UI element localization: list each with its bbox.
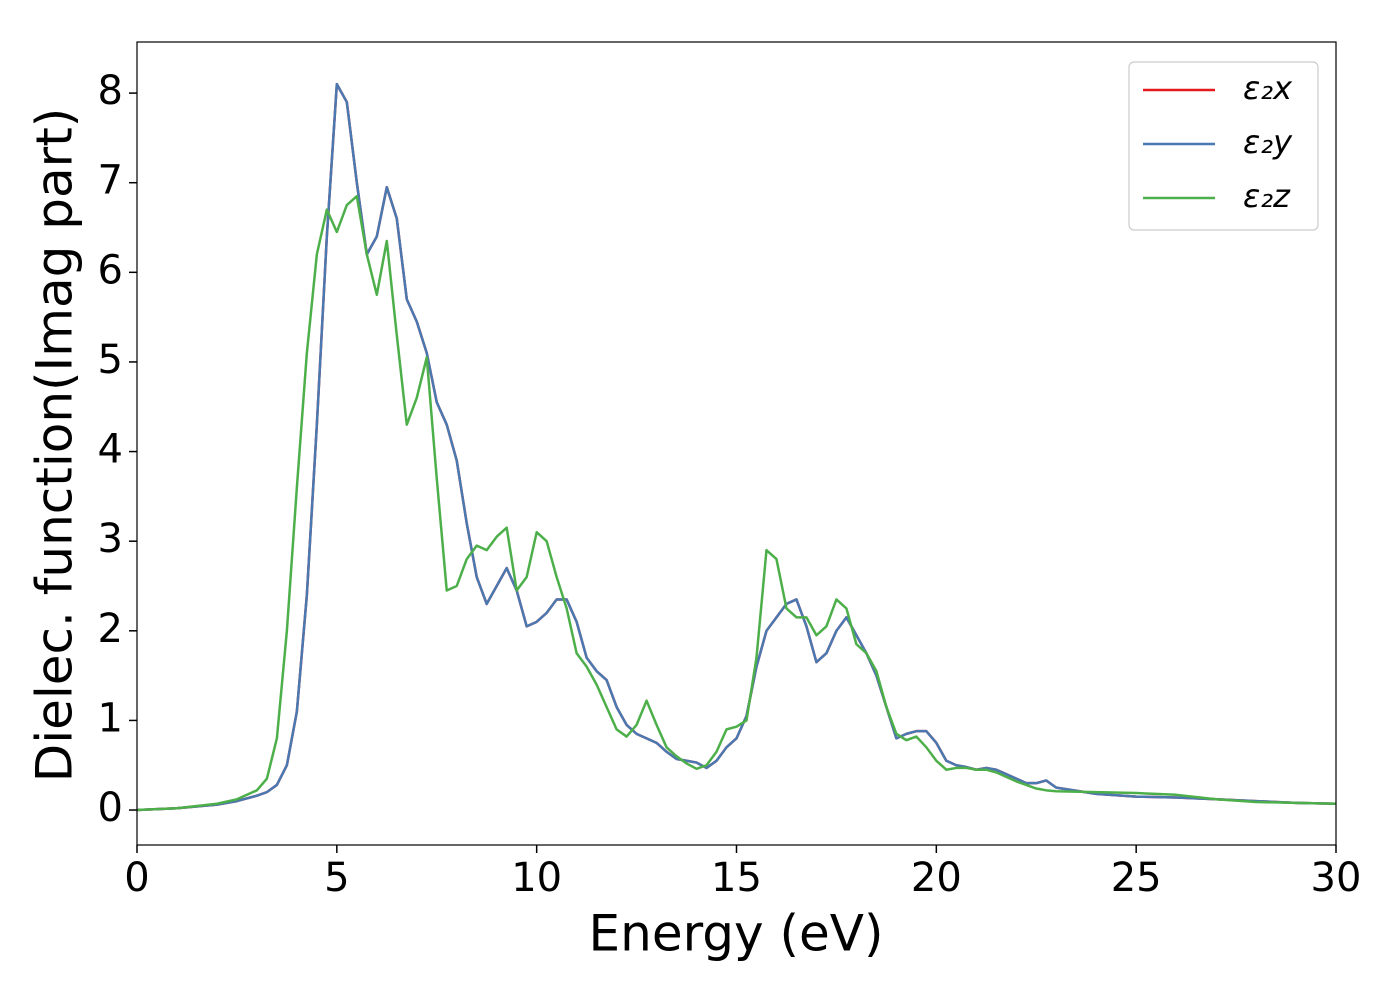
y-tick-label: 1 bbox=[98, 695, 123, 741]
y-tick-label: 8 bbox=[98, 68, 123, 114]
y-tick-label: 4 bbox=[98, 427, 123, 473]
series-line bbox=[137, 194, 1336, 812]
plot-frame bbox=[136, 41, 1337, 846]
x-tick-label: 20 bbox=[911, 855, 962, 901]
x-tick-label: 0 bbox=[124, 855, 149, 901]
legend-label: ε₂x bbox=[1243, 69, 1293, 107]
x-tick-label: 10 bbox=[511, 855, 562, 901]
x-tick-label: 15 bbox=[711, 855, 762, 901]
x-tick-label: 25 bbox=[1111, 855, 1162, 901]
y-tick-label: 7 bbox=[98, 158, 123, 204]
x-tick-label: 5 bbox=[324, 855, 349, 901]
x-axis-label: Energy (eV) bbox=[589, 905, 884, 963]
legend-label: ε₂y bbox=[1243, 123, 1293, 161]
y-tick-label: 0 bbox=[98, 785, 123, 831]
y-tick-label: 6 bbox=[98, 247, 123, 293]
legend-label: ε₂z bbox=[1243, 177, 1291, 215]
x-tick-label: 30 bbox=[1311, 855, 1362, 901]
y-tick-label: 5 bbox=[98, 337, 123, 383]
y-axis-label: Dielec. function(Imag part) bbox=[26, 108, 84, 783]
y-tick-label: 2 bbox=[98, 606, 123, 652]
y-tick-label: 3 bbox=[98, 516, 123, 562]
legend-box bbox=[1128, 61, 1319, 231]
